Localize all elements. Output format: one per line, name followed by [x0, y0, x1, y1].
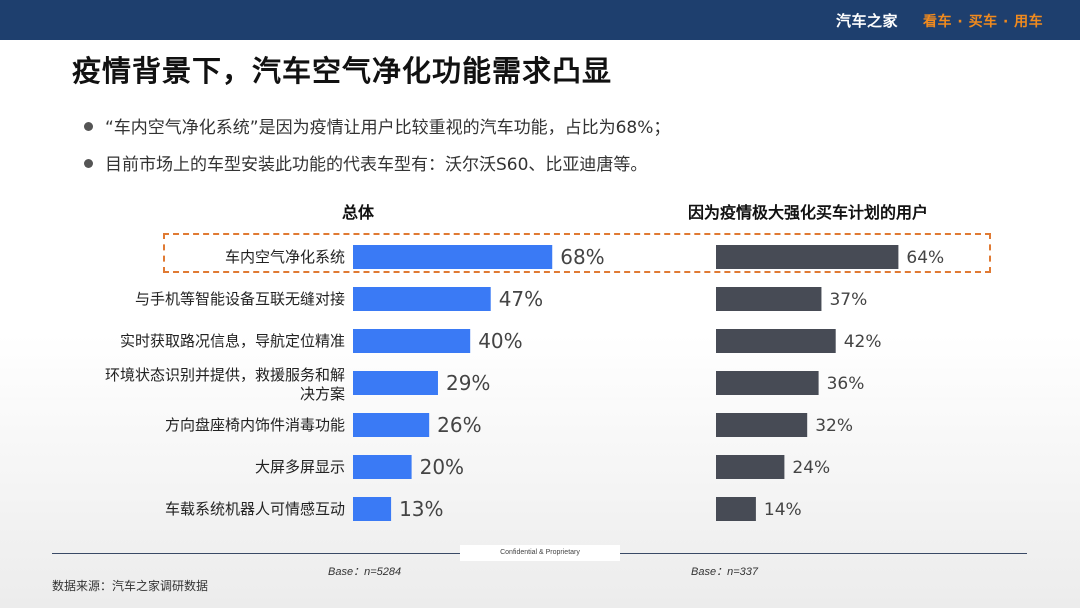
value-label-overall-0: 68% [560, 245, 604, 269]
brand-slogan: 看车 · 买车 · 用车 [923, 14, 1044, 30]
data-source: 数据来源：汽车之家调研数据 [52, 579, 209, 593]
bar-overall-0 [353, 245, 553, 269]
category-label-4: 方向盘座椅内饰件消毒功能 [45, 416, 345, 435]
bar-strengthened-4 [716, 413, 808, 437]
category-label-line: 决方案 [299, 385, 345, 403]
category-label-2: 实时获取路况信息，导航定位精准 [45, 332, 345, 351]
highlight-dashed-box [163, 233, 991, 273]
bullet-dot-icon [84, 158, 93, 168]
category-label-line: 方向盘座椅内饰件消毒功能 [164, 415, 345, 434]
bar-strengthened-6 [716, 497, 756, 521]
chart-title-overall: 总体 [342, 203, 375, 222]
category-label-line: 车内空气净化系统 [224, 247, 345, 266]
bar-strengthened-1 [716, 287, 822, 311]
category-label-line: 大屏多屏显示 [254, 457, 345, 476]
category-label-line: 环境状态识别并提供，救援服务和解 [104, 366, 345, 384]
value-label-overall-3: 29% [446, 371, 490, 395]
base-label-overall: Base：n=5284 [328, 566, 402, 578]
page-title: 疫情背景下，汽车空气净化功能需求凸显 [72, 54, 613, 88]
base-label-strengthened-buyers: Base：n=337 [691, 566, 758, 578]
bullet-point-1: “车内空气净化系统”是因为疫情让用户比较重视的汽车功能，占比为68%； [84, 113, 670, 138]
bar-overall-4 [353, 413, 430, 437]
value-label-strengthened-2: 42% [844, 332, 882, 352]
bar-overall-6 [353, 497, 392, 521]
bar-overall-1 [353, 287, 491, 311]
category-label-1: 与手机等智能设备互联无缝对接 [45, 290, 345, 309]
bar-overall-5 [353, 455, 412, 479]
value-label-strengthened-6: 14% [764, 500, 802, 520]
category-label-line: 与手机等智能设备互联无缝对接 [134, 289, 345, 308]
bar-strengthened-5 [716, 455, 785, 479]
bar-strengthened-3 [716, 371, 819, 395]
value-label-overall-6: 13% [399, 497, 443, 521]
value-label-strengthened-5: 24% [792, 458, 830, 478]
bar-overall-3 [353, 371, 438, 395]
value-label-strengthened-1: 37% [829, 290, 867, 310]
value-label-overall-2: 40% [478, 329, 522, 353]
confidential-label: Confidential & Proprietary [460, 545, 620, 561]
bar-overall-2 [353, 329, 471, 353]
category-label-line: 实时获取路况信息，导航定位精准 [119, 331, 345, 350]
value-label-overall-5: 20% [420, 455, 464, 479]
category-label-5: 大屏多屏显示 [45, 458, 345, 477]
bullet-point-2: 目前市场上的车型安装此功能的代表车型有：沃尔沃S60、比亚迪唐等。 [84, 150, 647, 175]
value-label-overall-1: 47% [499, 287, 543, 311]
category-label-3: 环境状态识别并提供，救援服务和解 决方案 [45, 366, 345, 404]
value-label-strengthened-3: 36% [827, 374, 865, 394]
bullet-dot-icon [84, 121, 93, 131]
category-label-6: 车载系统机器人可情感互动 [45, 500, 345, 519]
value-label-overall-4: 26% [437, 413, 481, 437]
chart-title-strengthened-buyers: 因为疫情极大强化买车计划的用户 [688, 203, 929, 222]
brand-name: 汽车之家 [836, 12, 899, 30]
category-label-0: 车内空气净化系统 [45, 248, 345, 267]
bar-strengthened-2 [716, 329, 836, 353]
value-label-strengthened-0: 64% [906, 248, 944, 268]
bar-strengthened-0 [716, 245, 899, 269]
value-label-strengthened-4: 32% [815, 416, 853, 436]
bullet-text-2: 目前市场上的车型安装此功能的代表车型有：沃尔沃S60、比亚迪唐等。 [105, 155, 648, 175]
category-label-line: 车载系统机器人可情感互动 [164, 499, 345, 518]
bullet-text-1: “车内空气净化系统”是因为疫情让用户比较重视的汽车功能，占比为68%； [105, 118, 671, 138]
top-header-bar: 汽车之家 看车 · 买车 · 用车 [0, 0, 1080, 40]
